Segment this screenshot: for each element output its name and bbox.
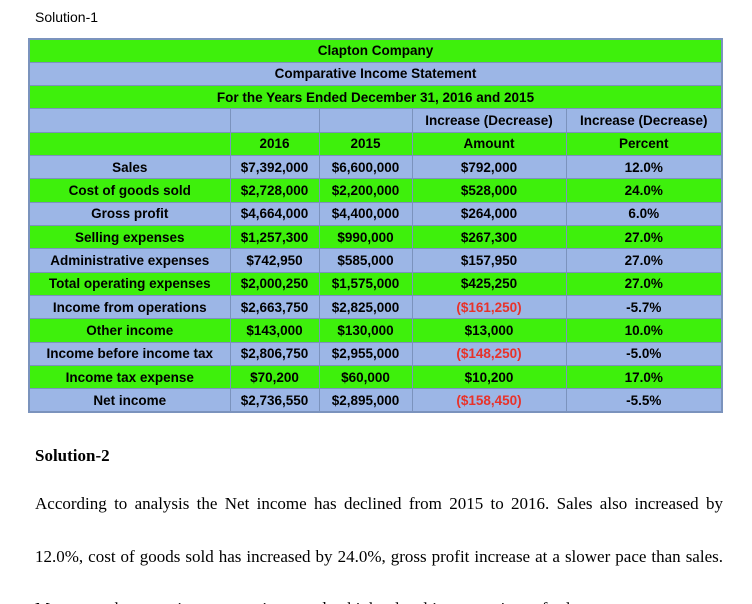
value-cell-percent: 17.0% <box>565 364 723 390</box>
value-cell-2015: $2,200,000 <box>318 178 413 203</box>
value-cell-amount: $13,000 <box>411 318 567 343</box>
value-cell-2016: $2,736,550 <box>229 388 320 413</box>
value-cell-amount: $528,000 <box>411 178 567 203</box>
table-row: Net income $2,736,550 $2,895,000 ($158,4… <box>28 388 723 413</box>
value-cell-amount: ($158,450) <box>411 388 567 413</box>
value-cell-2016: $2,728,000 <box>229 178 320 203</box>
column-header-amount: Amount <box>411 131 567 157</box>
value-cell-percent: -5.5% <box>565 388 723 413</box>
income-table-body: Sales $7,392,000 $6,600,000 $792,000 12.… <box>28 155 723 413</box>
value-cell-2016: $4,664,000 <box>229 201 320 227</box>
value-cell-percent: 27.0% <box>565 271 723 296</box>
value-cell-2016: $2,000,250 <box>229 271 320 296</box>
value-cell-2015: $585,000 <box>318 248 413 273</box>
value-cell-percent: 27.0% <box>565 248 723 273</box>
table-title-row-company: Clapton Company <box>28 38 723 63</box>
value-cell-2016: $2,663,750 <box>229 294 320 320</box>
table-title-statement: Comparative Income Statement <box>28 61 723 87</box>
solution2-heading: Solution-2 <box>35 446 110 465</box>
column-header-2016: 2016 <box>229 131 320 157</box>
value-cell-2015: $2,955,000 <box>318 341 413 366</box>
row-label-cell: Sales <box>28 155 231 180</box>
value-cell-2016: $742,950 <box>229 248 320 273</box>
value-cell-2015: $4,400,000 <box>318 201 413 227</box>
value-cell-2015: $130,000 <box>318 318 413 343</box>
value-cell-2015: $990,000 <box>318 224 413 250</box>
table-group-header-row: Increase (Decrease) Increase (Decrease) <box>28 108 723 133</box>
value-cell-amount: $425,250 <box>411 271 567 296</box>
row-label-cell: Net income <box>28 388 231 413</box>
table-row: Selling expenses $1,257,300 $990,000 $26… <box>28 224 723 250</box>
table-row: Income tax expense $70,200 $60,000 $10,2… <box>28 364 723 390</box>
table-row: Cost of goods sold $2,728,000 $2,200,000… <box>28 178 723 203</box>
column-header-empty-label <box>28 131 231 157</box>
value-cell-amount: $157,950 <box>411 248 567 273</box>
value-cell-amount: $267,300 <box>411 224 567 250</box>
value-cell-percent: -5.0% <box>565 341 723 366</box>
solution1-heading: Solution-1 <box>35 9 99 25</box>
table-title-period: For the Years Ended December 31, 2016 an… <box>28 85 723 110</box>
row-label-cell: Other income <box>28 318 231 343</box>
row-label-cell: Selling expenses <box>28 224 231 250</box>
value-cell-2016: $143,000 <box>229 318 320 343</box>
value-cell-amount: ($161,250) <box>411 294 567 320</box>
row-label-cell: Income tax expense <box>28 364 231 390</box>
value-cell-amount: ($148,250) <box>411 341 567 366</box>
row-label-cell: Income from operations <box>28 294 231 320</box>
table-row: Sales $7,392,000 $6,600,000 $792,000 12.… <box>28 155 723 180</box>
value-cell-2016: $1,257,300 <box>229 224 320 250</box>
value-cell-percent: 24.0% <box>565 178 723 203</box>
group-header-empty-label <box>28 108 231 133</box>
column-header-percent: Percent <box>565 131 723 157</box>
table-title-row-statement: Comparative Income Statement <box>28 61 723 87</box>
solution2-paragraph: According to analysis the Net income has… <box>35 494 723 604</box>
group-header-percent: Increase (Decrease) <box>565 108 723 133</box>
column-header-2015: 2015 <box>318 131 413 157</box>
value-cell-2015: $2,895,000 <box>318 388 413 413</box>
value-cell-percent: 12.0% <box>565 155 723 180</box>
row-label-cell: Gross profit <box>28 201 231 227</box>
value-cell-2016: $70,200 <box>229 364 320 390</box>
table-title-row-period: For the Years Ended December 31, 2016 an… <box>28 85 723 110</box>
table-row: Other income $143,000 $130,000 $13,000 1… <box>28 318 723 343</box>
value-cell-amount: $264,000 <box>411 201 567 227</box>
income-table-head: Clapton Company Comparative Income State… <box>28 38 723 157</box>
value-cell-2015: $2,825,000 <box>318 294 413 320</box>
group-header-empty-2015 <box>318 108 413 133</box>
value-cell-percent: 6.0% <box>565 201 723 227</box>
table-row: Total operating expenses $2,000,250 $1,5… <box>28 271 723 296</box>
comparative-income-statement-table: Clapton Company Comparative Income State… <box>28 38 723 413</box>
table-column-header-row: 2016 2015 Amount Percent <box>28 131 723 157</box>
group-header-amount: Increase (Decrease) <box>411 108 567 133</box>
group-header-empty-2016 <box>229 108 320 133</box>
row-label-cell: Total operating expenses <box>28 271 231 296</box>
value-cell-percent: 10.0% <box>565 318 723 343</box>
row-label-cell: Cost of goods sold <box>28 178 231 203</box>
row-label-cell: Administrative expenses <box>28 248 231 273</box>
value-cell-percent: -5.7% <box>565 294 723 320</box>
table-row: Gross profit $4,664,000 $4,400,000 $264,… <box>28 201 723 227</box>
table-row: Income from operations $2,663,750 $2,825… <box>28 294 723 320</box>
table-row: Income before income tax $2,806,750 $2,9… <box>28 341 723 366</box>
value-cell-amount: $10,200 <box>411 364 567 390</box>
value-cell-percent: 27.0% <box>565 224 723 250</box>
table-title-company: Clapton Company <box>28 38 723 63</box>
value-cell-2016: $7,392,000 <box>229 155 320 180</box>
value-cell-2015: $1,575,000 <box>318 271 413 296</box>
solution2-section: Solution-2 According to analysis the Net… <box>35 446 723 604</box>
value-cell-2016: $2,806,750 <box>229 341 320 366</box>
value-cell-amount: $792,000 <box>411 155 567 180</box>
table-row: Administrative expenses $742,950 $585,00… <box>28 248 723 273</box>
row-label-cell: Income before income tax <box>28 341 231 366</box>
value-cell-2015: $6,600,000 <box>318 155 413 180</box>
value-cell-2015: $60,000 <box>318 364 413 390</box>
